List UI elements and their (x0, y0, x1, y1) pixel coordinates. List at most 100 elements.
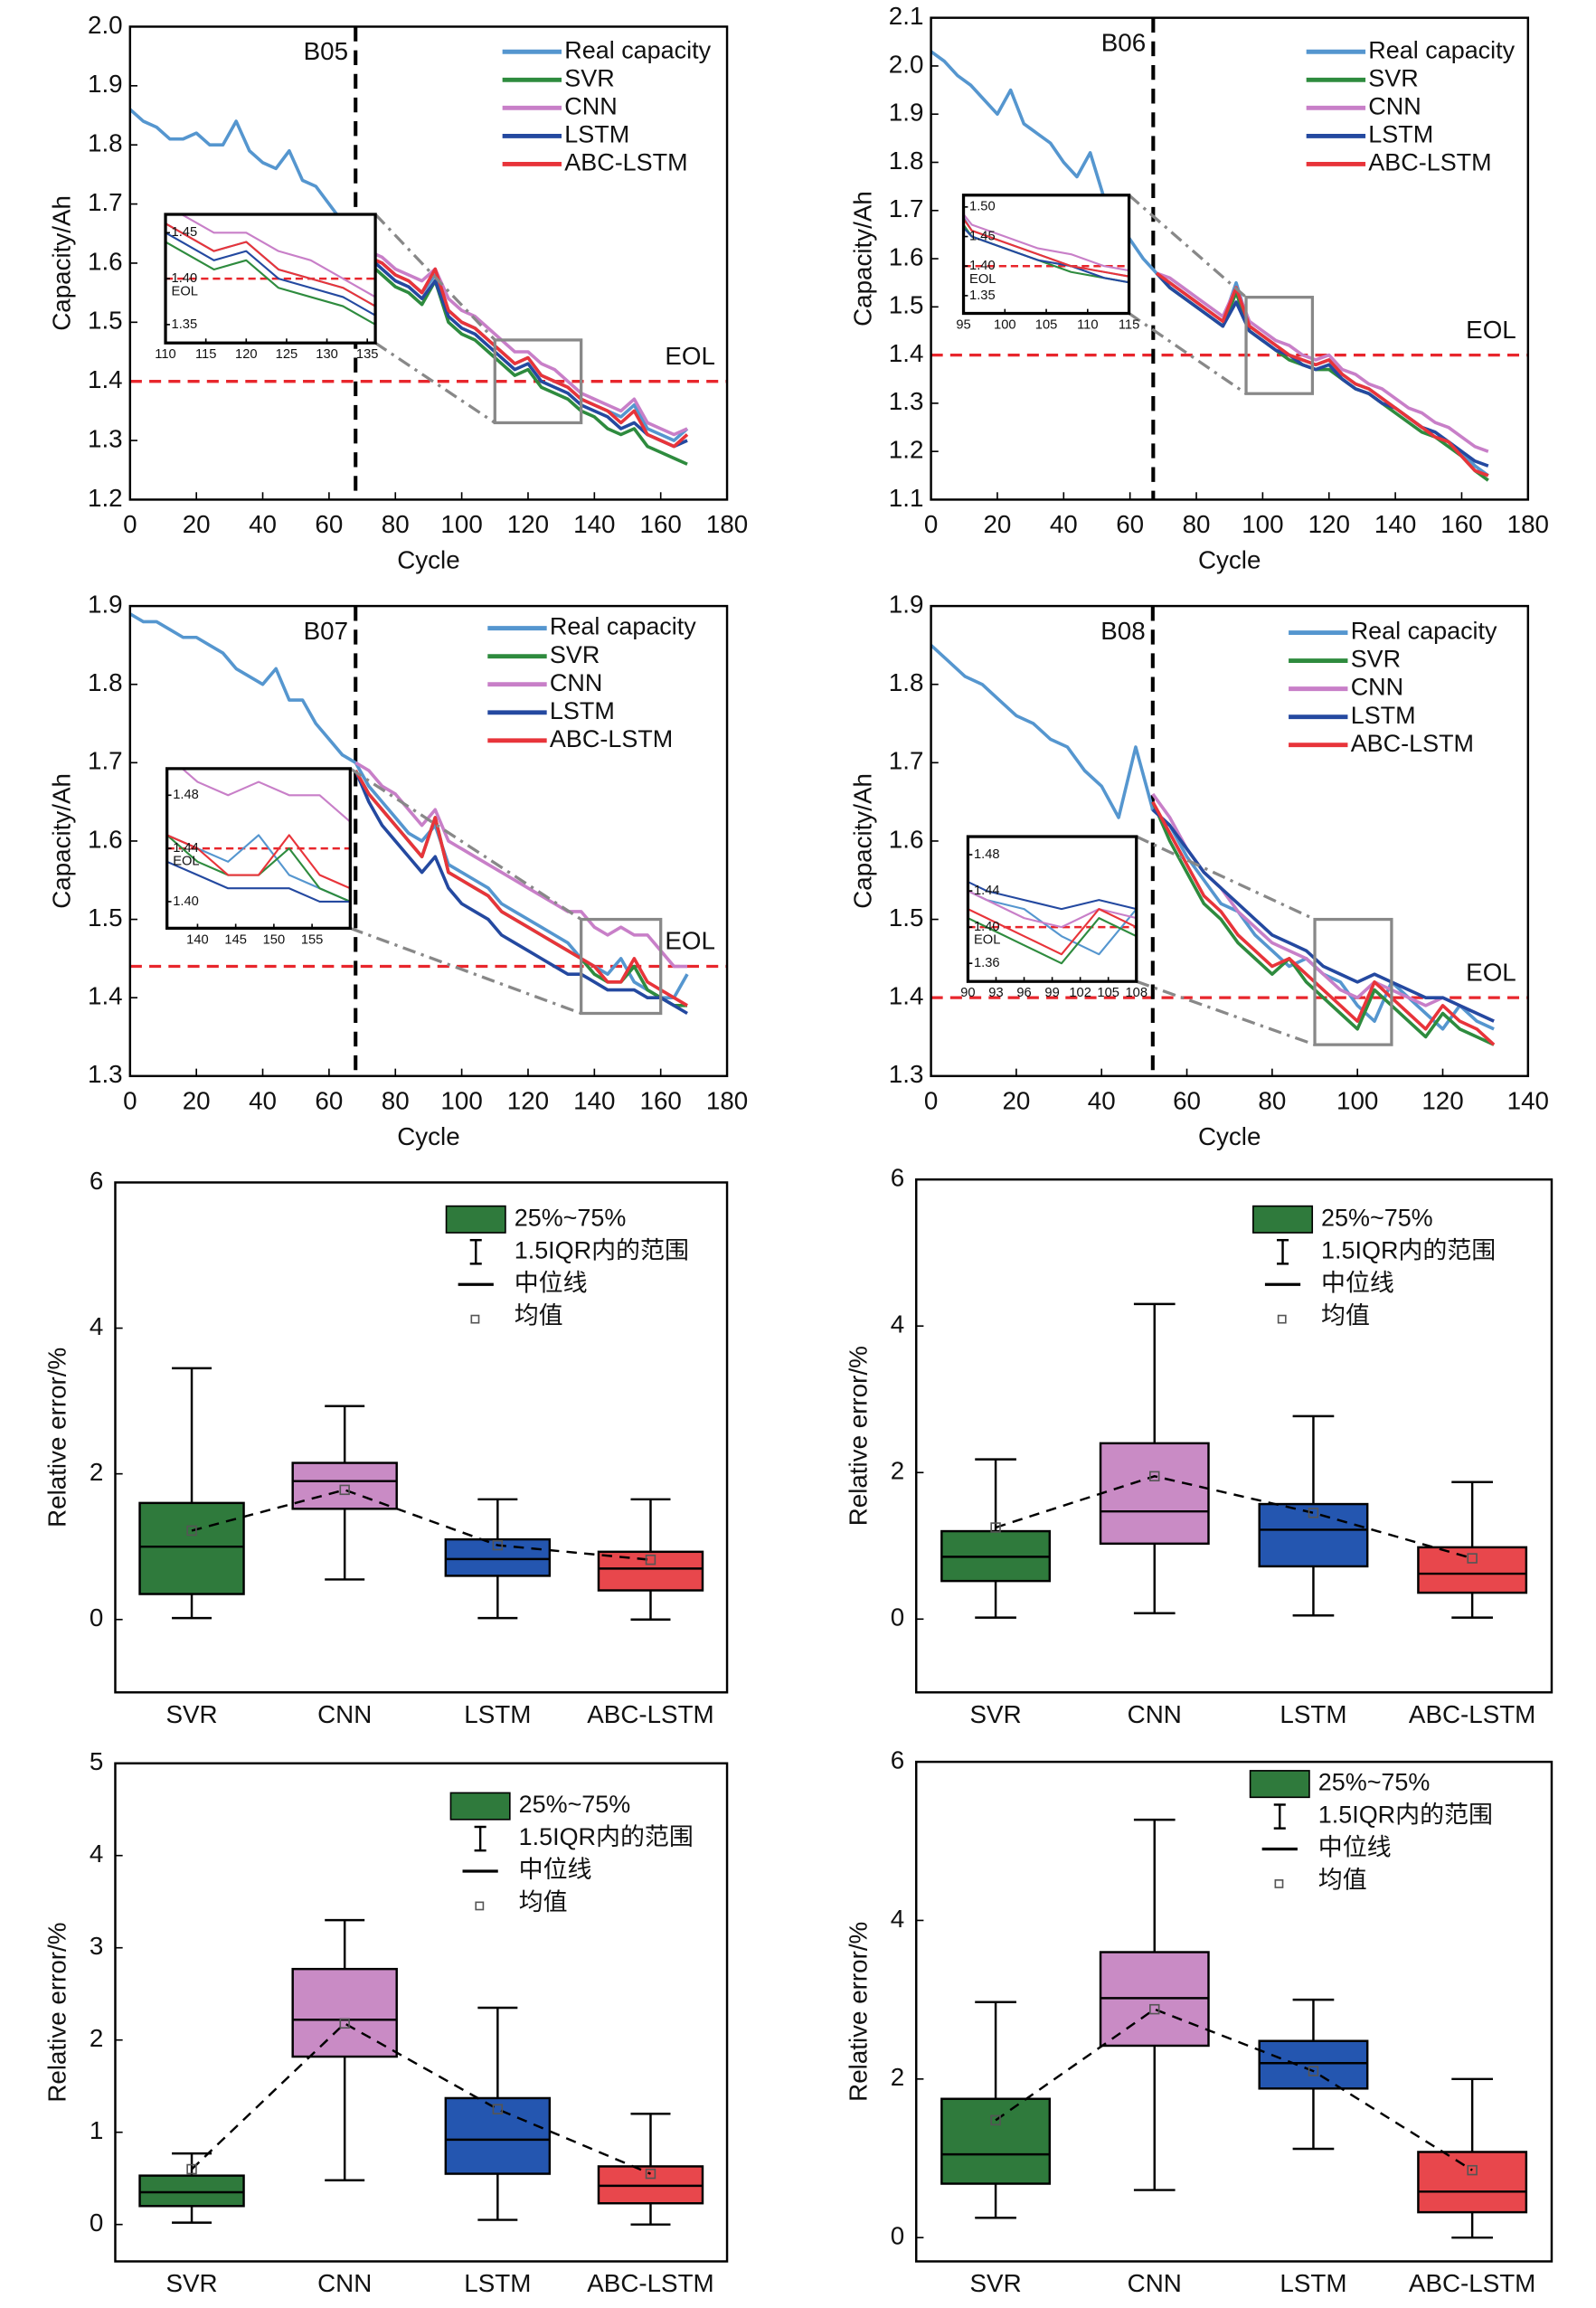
inset-eol-label: EOL (172, 285, 198, 299)
inset-y-tick-label: 1.48 (974, 847, 1000, 862)
legend-label: 均值 (515, 1301, 563, 1329)
mean-marker (186, 2163, 197, 2175)
box-chart: 0 1 2 3 4 5 Relative error/% SVR CNN LSTM ABC-LSTM… (43, 1747, 729, 2297)
x-tick-label: CNN (317, 2269, 372, 2297)
inset-x-tick-label: 108 (1125, 986, 1147, 1000)
y-tick-label: 1.4 (88, 365, 123, 393)
x-tick-label: 80 (382, 510, 410, 538)
y-tick-label: 1.7 (889, 747, 924, 775)
inset-y-tick-label: 1.50 (969, 200, 996, 214)
plot-frame (128, 604, 729, 1078)
box (1258, 1502, 1369, 1568)
legend-label: CNN (550, 669, 602, 696)
y-tick-label: 1.6 (88, 247, 123, 275)
x-tick-label: 140 (573, 1087, 615, 1115)
x-tick-label: 0 (924, 1087, 938, 1115)
x-tick-label: ABC-LSTM (587, 2269, 713, 2297)
inset-x-tick-label: 120 (235, 347, 258, 362)
y-tick-label: 1.2 (88, 484, 123, 512)
series-line (968, 907, 1137, 956)
y-tick-label: 1.4 (889, 982, 924, 1010)
inset-frame (961, 194, 1131, 316)
plot-frame (114, 1181, 729, 1694)
line-chart: 0 20 40 60 80 100 120 140 160 180 1.3 1.4 1.5 1.6 1.7 1… (48, 590, 749, 1150)
x-tick-label: SVR (165, 1700, 217, 1728)
inset-x-tick-label: 115 (195, 347, 216, 362)
plot-frame (114, 1762, 729, 2263)
y-axis-label: Relative error/% (844, 1346, 872, 1526)
plot-frame (128, 25, 729, 501)
inset-y-tick-label: 1.36 (974, 956, 1000, 970)
legend-label: LSTM (1368, 121, 1433, 148)
inset-x-tick-label: 90 (960, 986, 975, 1000)
series-line (354, 238, 688, 466)
mean-marker (645, 2168, 656, 2180)
x-tick-label: 20 (183, 510, 211, 538)
y-tick-label: 1.9 (889, 590, 924, 618)
series-line (1151, 792, 1495, 1023)
series-line (165, 222, 376, 307)
series-line (968, 880, 1137, 911)
battery-label: B07 (304, 617, 348, 645)
inset-frame (165, 767, 352, 931)
y-tick-label: 0 (891, 2222, 904, 2250)
legend-label: 均值 (1321, 1301, 1370, 1329)
y-tick-label: 1.5 (88, 307, 123, 335)
legend-label: 25%~75% (519, 1791, 631, 1818)
box (1099, 1442, 1210, 1546)
legend-swatch (449, 1792, 511, 1821)
series-line (354, 238, 688, 449)
legend-label: ABC-LSTM (1368, 149, 1491, 176)
x-axis-label: Cycle (1198, 1122, 1261, 1150)
box (597, 1550, 704, 1592)
mean-marker (492, 2104, 504, 2114)
plot-frame (930, 604, 1530, 1078)
x-tick-label: 0 (924, 510, 938, 538)
y-tick-label: 6 (891, 1164, 904, 1192)
legend-label: 均值 (519, 1888, 568, 1915)
line-chart: 0 20 40 60 80 100 120 140 160 180 1.1 1.2 1.3 1.4 1.5 1… (848, 2, 1549, 573)
legend-swatch (1274, 1879, 1284, 1888)
legend-swatch (445, 1205, 506, 1234)
legend-label: SVR (564, 64, 614, 91)
series-line (354, 232, 688, 437)
inset-x-tick-label: 145 (224, 932, 247, 947)
x-tick-label: CNN (317, 1700, 372, 1728)
inset-x-tick-label: 99 (1044, 986, 1059, 1000)
legend-label: LSTM (550, 697, 615, 724)
legend-label: ABC-LSTM (1351, 730, 1474, 757)
inset-y-tick-label: 1.35 (172, 317, 198, 332)
y-tick-label: 2.0 (889, 50, 924, 78)
legend-label: LSTM (564, 121, 629, 148)
series-line (354, 770, 688, 1016)
y-tick-label: 2.1 (889, 2, 924, 30)
y-tick-label: 0 (891, 1603, 904, 1632)
x-tick-label: 60 (315, 1087, 343, 1115)
box (138, 1501, 245, 1595)
box (1417, 2151, 1528, 2214)
x-axis-label: Cycle (397, 1122, 459, 1150)
zoom-connector (349, 926, 582, 1016)
x-tick-label: SVR (970, 1700, 1022, 1728)
y-tick-label: 6 (90, 1167, 103, 1195)
line-chart: 0 20 40 60 80 100 120 140 1.3 1.4 1.5 1.6 1.7 1.8 1.9 C… (848, 590, 1549, 1150)
y-tick-label: 1.6 (889, 242, 924, 270)
y-tick-label: 1.5 (889, 291, 924, 319)
x-tick-label: 80 (1183, 510, 1211, 538)
series-line (165, 232, 376, 317)
y-tick-label: 1.8 (88, 129, 123, 157)
legend-swatch (470, 1314, 480, 1324)
mean-marker (339, 1484, 350, 1496)
legend-label: CNN (1368, 92, 1421, 119)
legend-label: 25%~75% (1318, 1769, 1431, 1796)
y-tick-label: 1.5 (88, 903, 123, 932)
inset-x-tick-label: 155 (301, 932, 324, 947)
y-tick-label: 2 (90, 1458, 103, 1486)
box (940, 2097, 1052, 2185)
zoom-connector (1136, 835, 1316, 922)
series-line (180, 768, 351, 824)
inset-x-tick-label: 125 (276, 347, 298, 362)
inset-x-tick-label: 115 (1119, 317, 1139, 332)
x-tick-label: 60 (315, 510, 343, 538)
